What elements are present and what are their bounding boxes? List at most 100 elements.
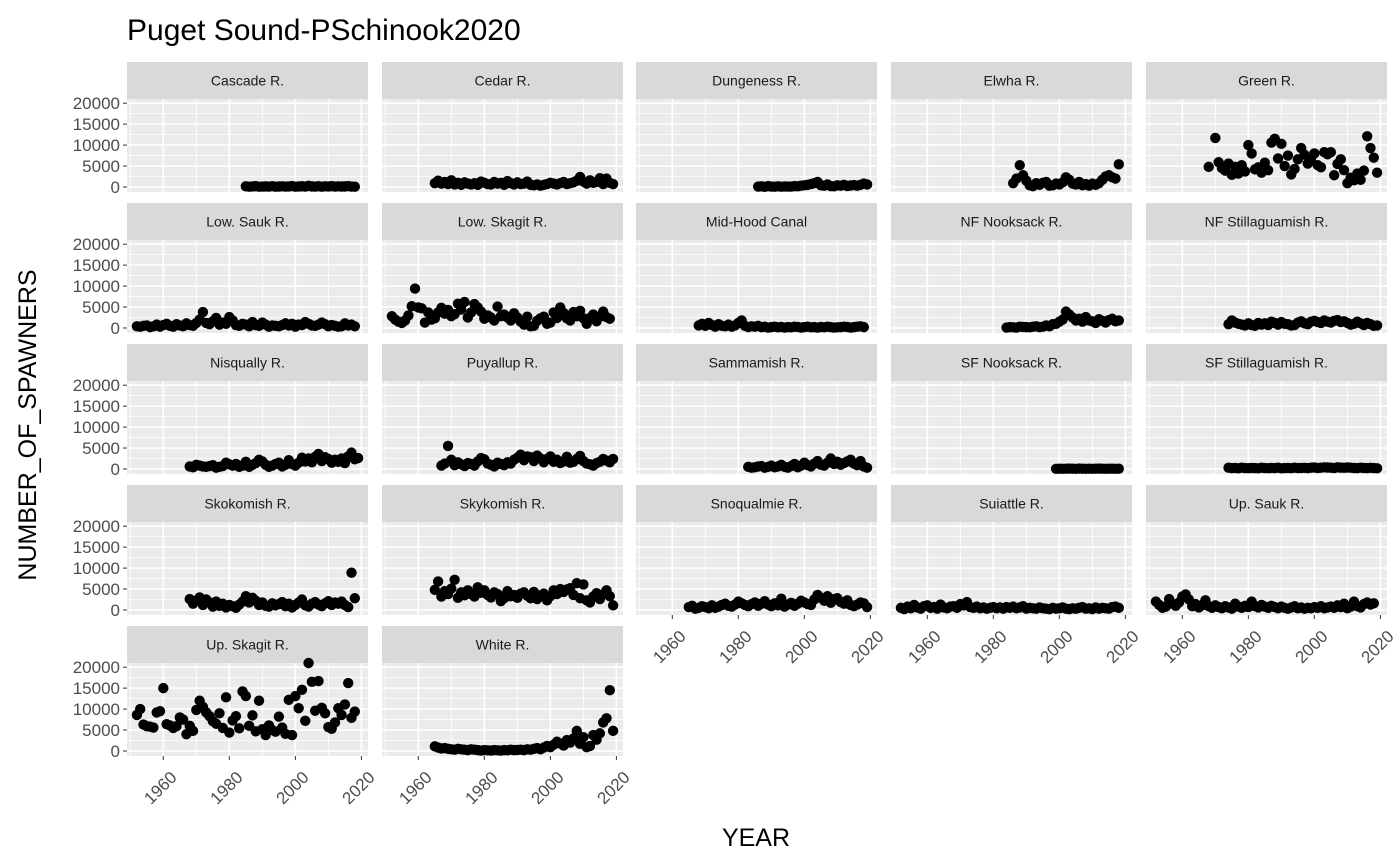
data-point [522,311,533,322]
data-point [197,306,209,318]
data-point [1282,150,1294,161]
facet-label: Snoqualmie R. [711,496,803,512]
data-point [571,725,582,737]
facet-strip [1146,485,1387,522]
data-point [1014,159,1025,171]
y-tick-label: 20000 [73,235,120,254]
data-point [1315,162,1327,173]
data-point [296,684,308,696]
facet-label: Sammamish R. [709,355,805,371]
data-point [601,713,612,724]
data-point [230,711,242,722]
facet-label: Up. Sauk R. [1229,496,1304,512]
data-point [1371,463,1383,474]
data-point [290,690,301,702]
data-point [1210,132,1221,144]
data-point [349,593,360,604]
data-point [1328,170,1340,181]
data-point [220,692,232,703]
x-tick-label: 1980 [970,627,1010,667]
data-point [300,715,311,727]
data-point [171,721,182,732]
x-tick-label: 2020 [594,768,634,808]
y-tick-label: 15000 [73,115,120,134]
x-tick-label: 1960 [1159,627,1199,667]
facet-strip [636,485,877,522]
facet-label: Cedar R. [474,73,530,89]
x-tick-label: 1980 [715,627,755,667]
data-point [234,723,245,734]
facet-strip [382,203,623,240]
data-point [177,714,189,725]
data-point [1113,315,1124,326]
facet-strip [636,203,877,240]
data-point [594,728,606,739]
data-point [861,179,873,190]
facet-strip [382,344,623,381]
data-point [1113,602,1124,614]
chart-title: Puget Sound-PSchinook2020 [127,14,521,47]
data-point [1276,138,1287,150]
x-tick-label: 2020 [848,627,888,667]
y-tick-label: 20000 [73,376,120,395]
data-point [339,699,351,710]
facet-panel: Low. Sauk R. 0 5000 10000 15000 20000 [73,203,368,338]
data-point [607,600,619,611]
facet-label: SF Nooksack R. [961,355,1062,371]
x-tick-label: 1960 [140,768,180,808]
y-tick-label: 15000 [73,397,120,416]
data-point [349,181,360,192]
facet-strip [891,62,1132,99]
data-point [158,682,169,694]
data-point [858,321,869,333]
data-point [342,601,354,613]
x-tick-label: 2020 [1103,627,1143,667]
data-point [584,740,596,752]
y-tick-label: 10000 [73,418,120,437]
y-axis-title: NUMBER_OF_SPAWNERS [14,269,42,580]
data-point [154,705,166,717]
facet-label: Elwha R. [983,73,1039,89]
facet-panels: Cascade R. 0 5000 10000 15000 20000 Cedar R. Du… [73,62,1398,808]
data-point [224,727,235,738]
x-tick-label: 2020 [1358,627,1398,667]
data-point [1371,167,1383,178]
data-point [604,685,615,696]
data-point [492,301,503,312]
data-point [1309,148,1320,159]
facet-panel: SF Stillaguamish R. [1146,344,1387,474]
data-point [1243,139,1254,151]
y-tick-label: 5000 [82,298,120,317]
data-point [607,725,619,737]
facet-label: Cascade R. [211,73,284,89]
data-point [346,567,357,578]
y-tick-label: 5000 [82,721,120,740]
x-tick-label: 2020 [339,768,379,808]
data-point [459,296,470,308]
facet-panel: SF Nooksack R. [891,344,1132,475]
x-tick-label: 1960 [649,627,689,667]
facet-panel: NF Stillaguamish R. [1146,203,1387,333]
facet-label: Skokomish R. [204,496,290,512]
y-tick-label: 0 [111,319,120,338]
data-point [1113,159,1124,170]
data-point [1113,463,1124,474]
facet-panel: Green R. [1146,62,1387,192]
y-tick-label: 15000 [73,679,120,698]
facet-strip [382,62,623,99]
data-point [1272,153,1284,164]
y-tick-label: 10000 [73,559,120,578]
facet-label: Dungeness R. [712,73,801,89]
data-point [1289,163,1300,175]
data-point [1325,147,1337,158]
facet-label: Up. Skagit R. [206,637,288,653]
data-point [409,283,421,294]
facet-label: SF Stillaguamish R. [1205,355,1328,371]
facet-strip [127,203,368,240]
facet-label: White R. [476,637,530,653]
data-point [578,579,589,590]
data-point [187,725,199,737]
facet-strip [891,344,1132,381]
data-point [449,574,460,586]
